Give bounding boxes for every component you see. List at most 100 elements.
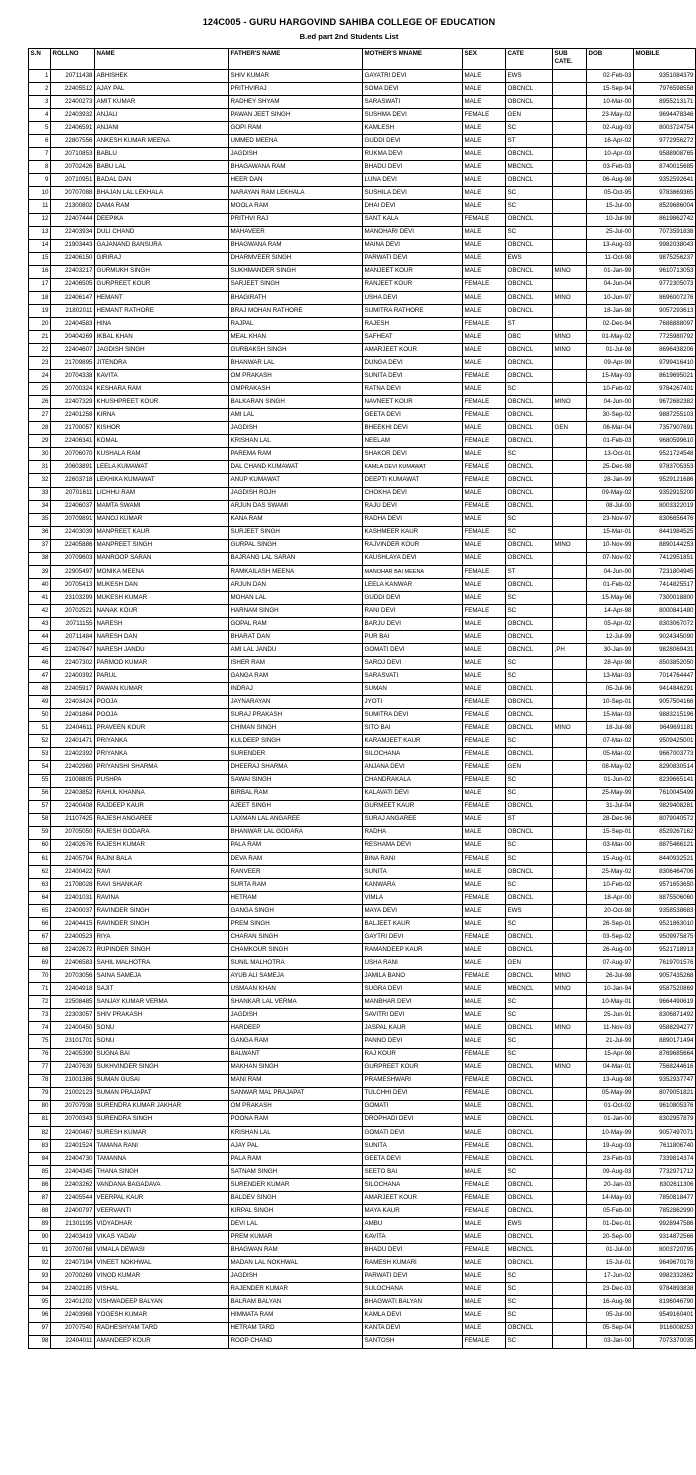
cell-cate: OBCNCL: [505, 551, 553, 566]
cell-mobile: 9784893838: [633, 1282, 696, 1297]
cell-rollno: 22406037: [50, 499, 95, 514]
cell-fathers-name: RAJENDER KUMAR: [228, 1282, 363, 1297]
cell-mobile: 8769685664: [633, 1047, 696, 1062]
cell-sex: FEMALE: [462, 369, 506, 384]
cell-sn: 63: [28, 877, 51, 892]
cell-dob: 05-Jul-96: [586, 682, 634, 697]
cell-fathers-name: BALKARAN SINGH: [228, 395, 363, 410]
cell-name: KHUSHPREET KOUR: [94, 395, 229, 410]
cell-dob: 15-Jul-01: [586, 1256, 634, 1271]
cell-rollno: 20603891: [50, 460, 95, 475]
cell-sex: MALE: [462, 1230, 506, 1245]
cell-sn: 76: [28, 1047, 51, 1062]
cell-mothers-name: MANOHAR BAI MEENA: [362, 564, 463, 579]
cell-sn: 38: [28, 551, 51, 566]
cell-fathers-name: GANGA SINGH: [228, 903, 363, 919]
cell-mobile: 9772956272: [633, 134, 696, 149]
cell-sex: FEMALE: [462, 1177, 506, 1193]
cell-rollno: 20700343: [50, 1112, 95, 1127]
cell-sex: MALE: [462, 812, 506, 827]
cell-sex: FEMALE: [462, 473, 506, 488]
cell-rollno: 20704338: [50, 369, 95, 384]
table-row: 69 22406583 SAHIL MALHOTRA SUNIL MALHOTRA US…: [28, 956, 696, 971]
cell-mothers-name: KAVITA: [362, 1230, 463, 1245]
cell-sub-cate: [552, 1034, 587, 1049]
cell-mobile: 8239665141: [633, 773, 696, 788]
cell-sn: 18: [28, 290, 51, 305]
cell-sex: FEMALE: [462, 1334, 506, 1349]
cell-fathers-name: AJEET SINGH: [228, 799, 363, 814]
table-row: 70 20703056 SAINA SAMEJA AYUB ALI SAMEJA JAM…: [28, 969, 696, 984]
table-row: 91 20700768 VIMALA DEWASI BHAGWAN RAM BHADU …: [28, 1243, 696, 1258]
cell-dob: 14-May-93: [586, 1191, 634, 1206]
cell-mobile: 9358538683: [633, 903, 696, 919]
cell-sub-cate: [552, 499, 587, 514]
cell-name: VISHAL: [94, 1282, 229, 1297]
cell-sn: 32: [28, 473, 51, 488]
cell-sex: FEMALE: [462, 930, 506, 945]
cell-sub-cate: [552, 682, 587, 697]
cell-rollno: 21301195: [50, 1217, 95, 1232]
cell-fathers-name: AMI LAL JANDU: [228, 643, 363, 658]
cell-mothers-name: RATNA DEVI: [362, 382, 463, 397]
cell-mothers-name: SHAKOR DEVI: [362, 447, 463, 462]
cell-fathers-name: INDRAJ: [228, 682, 363, 697]
cell-mobile: 9783669365: [633, 186, 696, 201]
cell-fathers-name: HARDEEP: [228, 1021, 363, 1036]
cell-dob: 15-Jul-00: [586, 199, 634, 214]
cell-name: MUKESH DAN: [94, 577, 229, 592]
cell-mothers-name: RAJ KOUR: [362, 1047, 463, 1062]
cell-cate: OBCNCL: [505, 1151, 553, 1166]
cell-cate: OBCNCL: [505, 1321, 553, 1336]
cell-sex: MALE: [462, 656, 506, 671]
cell-sn: 58: [28, 812, 51, 827]
cell-sn: 28: [28, 421, 51, 436]
cell-name: NANAK KOUR: [94, 603, 229, 618]
cell-fathers-name: SHANKAR LAL VERMA: [228, 995, 363, 1010]
cell-rollno: 22404415: [50, 917, 95, 932]
cell-sex: MALE: [462, 616, 506, 632]
cell-rollno: 22401031: [50, 890, 95, 906]
cell-sub-cate: [552, 851, 587, 866]
cell-cate: OBCNCL: [505, 682, 553, 697]
cell-fathers-name: SURTA RAM: [228, 877, 363, 892]
cell-sub-cate: [552, 212, 587, 227]
cell-mobile: 9588294277: [633, 1021, 696, 1036]
cell-mothers-name: SILOCHANA: [362, 1177, 463, 1193]
table-row: 74 22400450 SONU HARDEEP JASPAL KAUR MALE OBCN…: [28, 1021, 696, 1036]
table-row: 97 20707540 RADHESHYAM TARD HETRAM TARD KANT…: [28, 1321, 696, 1336]
cell-sub-cate: [552, 1204, 587, 1219]
cell-rollno: 22403419: [50, 1230, 95, 1245]
cell-sex: MALE: [462, 917, 506, 932]
cell-cate: SC: [505, 773, 553, 788]
cell-fathers-name: PAWAN JEET SINGH: [228, 108, 363, 123]
cell-sex: MALE: [462, 956, 506, 971]
table-row: 8 20702426 BABU LAL BHAGAWANA RAM BHADU DEVI…: [28, 160, 696, 175]
cell-cate: OBCNCL: [505, 342, 553, 358]
cell-rollno: 22407194: [50, 1256, 95, 1271]
cell-cate: GEN: [505, 760, 553, 775]
cell-dob: 28-Jan-99: [586, 473, 634, 488]
cell-sn: 35: [28, 512, 51, 527]
cell-name: MANPREET KAUR: [94, 525, 229, 540]
cell-cate: EWS: [505, 68, 553, 84]
cell-name: HEMANT: [94, 290, 229, 305]
cell-rollno: 22403934: [50, 225, 95, 240]
cell-mothers-name: RANI DEVI: [362, 603, 463, 618]
cell-name: GAJANAND BANSURA: [94, 238, 229, 253]
cell-name: NARESH DAN: [94, 630, 229, 645]
cell-rollno: 22405390: [50, 1047, 95, 1062]
cell-dob: 01-Oct-02: [586, 1099, 634, 1114]
cell-mobile: 9664490619: [633, 995, 696, 1010]
cell-fathers-name: BHAGAWANA RAM: [228, 160, 363, 175]
cell-name: PRAVEEN KOUR: [94, 721, 229, 736]
cell-name: ANJANI: [94, 121, 229, 136]
cell-mobile: 7852862990: [633, 1204, 696, 1219]
cell-fathers-name: OM PRAKASH: [228, 369, 363, 384]
cell-sub-cate: [552, 199, 587, 214]
cell-mothers-name: GAYATRI DEVI: [362, 68, 463, 84]
cell-mothers-name: SARASVATI: [362, 669, 463, 684]
cell-dob: 01-Feb-03: [586, 434, 634, 449]
cell-mothers-name: SAVITRI DEVI: [362, 1008, 463, 1023]
